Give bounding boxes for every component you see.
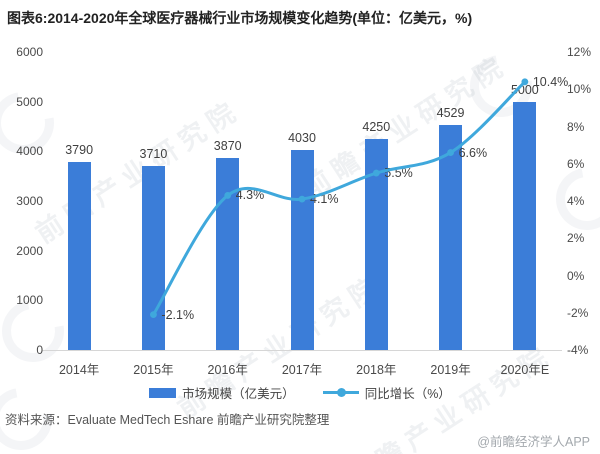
line-point-label: 10.4% [532,74,569,89]
bar-value-label: 3870 [213,138,242,153]
y-left-tick-label: 3000 [16,194,43,208]
legend: 市场规模（亿美元） 同比增长（%） [0,383,600,402]
line-point-label: 6.6% [458,145,488,160]
line-series-label: 同比增长（%） [364,387,451,401]
y-right-tick-label: -4% [567,343,589,357]
y-right-tick-label: -2% [567,305,589,320]
x-axis-label: 2016年 [207,363,248,377]
source-note: 资料来源：Evaluate MedTech Eshare 前瞻产业研究院整理 [5,413,330,427]
x-axis-label: 2017年 [281,363,323,377]
y-right-tick-label: 12% [567,45,592,59]
credit-watermark: @前瞻经济学人APP [477,435,590,449]
bar-value-label: 3710 [139,146,168,161]
y-right-tick-label: 4% [567,194,585,208]
y-left-tick-label: 2000 [16,243,43,258]
y-left-tick-label: 0 [36,343,43,357]
line-point-label: 5.5% [384,166,413,181]
y-right-tick-label: 0% [567,268,585,283]
bar-value-label: 4529 [436,106,465,121]
y-left-tick-label: 5000 [16,94,43,109]
line-point-label: 4.3% [235,188,265,203]
market-size-bar [290,149,314,350]
bar-series-label: 市场规模（亿美元） [182,387,295,401]
y-left-tick-label: 6000 [16,45,43,59]
x-axis-label: 2015年 [133,363,174,377]
market-size-bar [513,101,537,350]
x-axis-label: 2014年 [58,363,100,377]
bar-value-label: 3790 [65,142,94,157]
y-right-tick-label: 10% [567,82,592,97]
y-right-tick-label: 8% [567,119,585,134]
line-point-label: 4.1% [310,192,339,207]
x-axis-line [42,350,562,351]
y-left-tick-label: 1000 [16,293,43,308]
chart-title: 图表6:2014-2020年全球医疗器械行业市场规模变化趋势(单位：亿美元，%) [7,10,473,26]
line-point-label: -2.1% [161,307,195,322]
y-left-tick-label: 4000 [16,144,43,159]
x-axis-label: 2019年 [430,363,471,377]
y-right-tick-label: 2% [567,231,585,246]
bar-value-label: 4250 [362,119,391,134]
line-series-marker [322,388,359,397]
watermark-text: 前瞻产业研究院 [30,94,247,249]
market-size-bar [67,161,91,350]
bar-series-swatch [149,387,177,398]
bar-value-label: 4030 [288,130,316,145]
y-right-tick-label: 6% [567,156,585,171]
x-axis-label: 2018年 [356,363,397,377]
x-axis-label: 2020年E [500,363,550,377]
line-series-marker-dot [336,388,346,397]
